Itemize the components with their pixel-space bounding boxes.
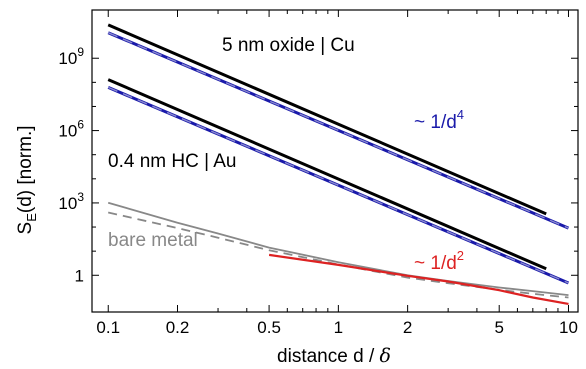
y-tick-label: 1	[75, 266, 84, 285]
y-axis-title: SE(d) [norm.]	[15, 126, 39, 235]
x-tick-label: 0.1	[96, 318, 120, 337]
series-line-4	[107, 78, 547, 271]
x-axis-title: distance d / δ	[277, 345, 391, 367]
annotation-slope-d4: ~ 1/d4	[414, 107, 464, 133]
x-tick-label: 2	[403, 318, 412, 337]
annotation-hc-au: 0.4 nm HC | Au	[108, 151, 237, 172]
y-tick-label-base: 10	[58, 49, 77, 68]
y-tick-label-base: 10	[58, 122, 77, 141]
series-layer	[107, 23, 570, 305]
y-tick-label-exp: 9	[77, 45, 84, 59]
annotation-slope-d4-prefix: ~ 1/d	[414, 112, 457, 133]
y-axis-title-rest: (d) [norm.]	[15, 126, 36, 214]
y-axis-title-s: S	[15, 222, 36, 235]
y-tick-label-exp: 6	[77, 118, 84, 132]
series-line-9	[268, 253, 569, 305]
annotation-slope-d2-prefix: ~ 1/d	[414, 253, 457, 274]
x-axis-title-symbol: δ	[380, 345, 391, 367]
annotation-slope-d4-exp: 4	[457, 107, 464, 122]
x-tick-label: 0.2	[166, 318, 190, 337]
series-line-7	[107, 201, 569, 296]
y-tick-label: 103	[58, 190, 84, 213]
series-line-3	[107, 32, 569, 229]
y-tick-label-base: 10	[58, 194, 77, 213]
y-tick-label-exp: 3	[77, 190, 84, 204]
x-tick-label: 1	[334, 318, 343, 337]
annotation-slope-d2-exp: 2	[457, 248, 464, 263]
annotation-oxide-cu: 5 nm oxide | Cu	[222, 35, 355, 56]
y-tick-label: 106	[58, 118, 84, 141]
x-tick-label: 5	[494, 318, 503, 337]
x-tick-label: 10	[559, 318, 578, 337]
y-tick-label: 109	[58, 45, 84, 68]
x-axis-title-text: distance d /	[277, 346, 379, 367]
x-tick-label: 0.5	[257, 318, 281, 337]
annotation-bare-metal: bare metal	[108, 230, 198, 251]
plot-frame	[91, 9, 579, 313]
series-line-1	[107, 23, 547, 216]
y-tick-label-base: 1	[75, 266, 84, 285]
series-line-6	[107, 86, 569, 284]
annotation-slope-d2: ~ 1/d2	[414, 248, 464, 274]
y-axis-title-sub: E	[24, 213, 39, 222]
